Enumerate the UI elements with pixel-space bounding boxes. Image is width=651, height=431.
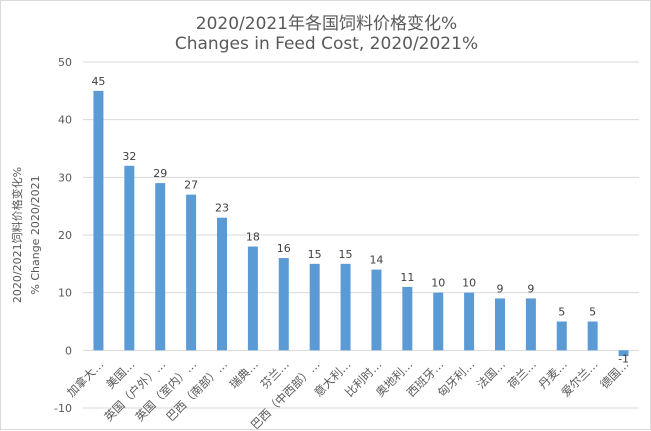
bar [587, 321, 598, 351]
data-label: 9 [497, 282, 504, 295]
data-label: 14 [369, 254, 383, 267]
bar [556, 321, 567, 351]
data-label: 27 [184, 179, 198, 192]
bar [278, 258, 289, 351]
y-tick-label: 30 [58, 171, 72, 184]
data-label: 23 [215, 202, 229, 215]
y-tick-label: 50 [58, 56, 72, 69]
y-tick-label: -10 [54, 402, 72, 415]
bar [340, 263, 351, 351]
category-label: 瑞典… [227, 357, 261, 391]
bar [155, 183, 166, 351]
bar [495, 298, 505, 351]
bar [402, 286, 413, 351]
bar [247, 246, 258, 351]
bar [525, 298, 536, 351]
bar [433, 292, 444, 351]
data-label: 5 [589, 306, 596, 319]
data-label: 45 [91, 75, 105, 88]
data-label: 5 [558, 306, 565, 319]
data-label: 10 [462, 277, 476, 290]
data-label: 18 [246, 231, 260, 244]
bar [186, 194, 197, 351]
y-tick-label: 0 [65, 344, 72, 357]
data-label: 15 [339, 248, 353, 261]
data-label: 11 [400, 271, 414, 284]
category-label: 加拿大… [64, 357, 106, 399]
y-axis-label-cn: 2020/2021饲料价格变化% [10, 167, 24, 303]
data-label: 29 [153, 167, 167, 180]
bar [309, 263, 320, 351]
bar [618, 350, 629, 357]
data-label: 16 [277, 242, 291, 255]
data-label: 10 [431, 277, 445, 290]
y-tick-label: 10 [58, 287, 72, 300]
bar [464, 292, 475, 351]
bar [124, 165, 135, 351]
y-tick-label: 20 [58, 229, 72, 242]
category-label: 法国… [474, 357, 508, 391]
y-axis-label-en: % Change 2020/2021 [29, 175, 42, 294]
data-label: 9 [527, 282, 534, 295]
chart-title: 2020/2021年各国饲料价格变化% [195, 14, 458, 34]
chart-subtitle: Changes in Feed Cost, 2020/2021% [174, 34, 479, 54]
y-tick-label: 40 [58, 114, 72, 127]
data-label: 15 [308, 248, 322, 261]
bar [93, 90, 104, 351]
bar [371, 269, 382, 351]
data-label: 32 [122, 150, 136, 163]
data-label: -1 [618, 352, 629, 365]
category-label: 德国… [597, 357, 631, 391]
bar [217, 217, 227, 351]
category-label: 荷兰… [505, 357, 539, 391]
